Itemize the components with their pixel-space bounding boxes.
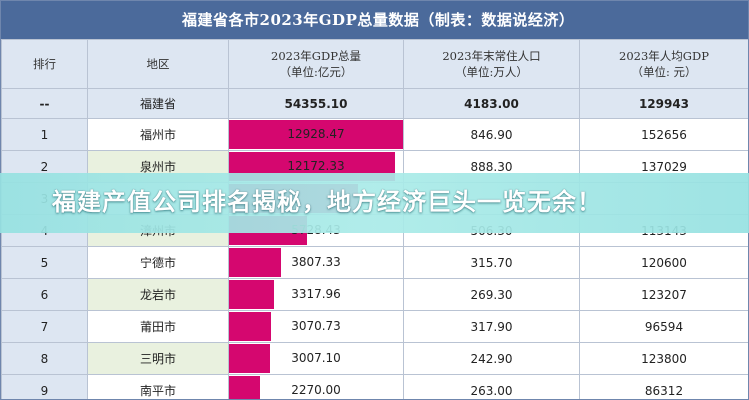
row-rank: 5 (1, 246, 88, 279)
summary-region: 福建省 (87, 88, 229, 119)
table-row: 8 三明市 3007.10 242.90 123800 (1, 342, 748, 375)
header-population: 2023年末常住人口 （单位:万人） (403, 39, 580, 89)
summary-population: 4183.00 (403, 88, 580, 119)
row-per-capita: 123207 (579, 278, 748, 311)
gdp-value: 3007.10 (291, 351, 341, 365)
row-region: 三明市 (87, 342, 229, 375)
row-population: 315.70 (403, 246, 580, 279)
gdp-bar (229, 376, 260, 399)
gdp-bar (229, 280, 274, 309)
table-row: 6 龙岩市 3317.96 269.30 123207 (1, 278, 748, 311)
row-gdp: 3070.73 (228, 310, 404, 343)
header-gdp: 2023年GDP总量 （单位:亿元） (228, 39, 404, 89)
row-region: 南平市 (87, 374, 229, 399)
gdp-value: 3807.33 (291, 255, 341, 269)
row-per-capita: 96594 (579, 310, 748, 343)
summary-row: -- 福建省 54355.10 4183.00 129943 (1, 88, 748, 119)
row-population: 263.00 (403, 374, 580, 399)
table-row: 7 莆田市 3070.73 317.90 96594 (1, 310, 748, 343)
table-row: 1 福州市 12928.47 846.90 152656 (1, 118, 748, 151)
gdp-value: 12928.47 (287, 127, 345, 141)
row-rank: 6 (1, 278, 88, 311)
summary-per-capita: 129943 (579, 88, 748, 119)
row-region: 福州市 (87, 118, 229, 151)
row-per-capita: 120600 (579, 246, 748, 279)
row-per-capita: 152656 (579, 118, 748, 151)
row-region: 龙岩市 (87, 278, 229, 311)
gdp-bar (229, 344, 270, 373)
gdp-bar (229, 248, 281, 277)
gdp-value: 3317.96 (291, 287, 341, 301)
gdp-bar (229, 120, 403, 149)
row-gdp: 2270.00 (228, 374, 404, 399)
row-region: 宁德市 (87, 246, 229, 279)
row-population: 269.30 (403, 278, 580, 311)
headline-banner: 福建产值公司排名揭秘，地方经济巨头一览无余！ (0, 173, 749, 233)
table-title: 福建省各市2023年GDP总量数据（制表：数据说经济） (1, 1, 748, 39)
row-population: 846.90 (403, 118, 580, 151)
row-rank: 9 (1, 374, 88, 399)
header-rank: 排行 (1, 39, 88, 89)
table-row: 5 宁德市 3807.33 315.70 120600 (1, 246, 748, 279)
row-population: 317.90 (403, 310, 580, 343)
row-gdp: 12928.47 (228, 118, 404, 151)
row-rank: 8 (1, 342, 88, 375)
header-region: 地区 (87, 39, 229, 89)
summary-gdp: 54355.10 (228, 88, 404, 119)
gdp-value: 12172.33 (287, 159, 345, 173)
row-gdp: 3317.96 (228, 278, 404, 311)
header-per-capita: 2023年人均GDP （单位: 元） (579, 39, 748, 89)
headline-text: 福建产值公司排名揭秘，地方经济巨头一览无余！ (52, 188, 602, 216)
row-region: 莆田市 (87, 310, 229, 343)
row-rank: 1 (1, 118, 88, 151)
summary-rank: -- (1, 88, 88, 119)
table-row: 9 南平市 2270.00 263.00 86312 (1, 374, 748, 399)
header-row: 排行 地区 2023年GDP总量 （单位:亿元） 2023年末常住人口 （单位:万人… (1, 39, 748, 89)
gdp-value: 3070.73 (291, 319, 341, 333)
row-gdp: 3807.33 (228, 246, 404, 279)
row-gdp: 3007.10 (228, 342, 404, 375)
gdp-value: 2270.00 (291, 383, 341, 397)
row-rank: 7 (1, 310, 88, 343)
gdp-bar (229, 312, 271, 341)
row-per-capita: 123800 (579, 342, 748, 375)
row-per-capita: 86312 (579, 374, 748, 399)
row-population: 242.90 (403, 342, 580, 375)
